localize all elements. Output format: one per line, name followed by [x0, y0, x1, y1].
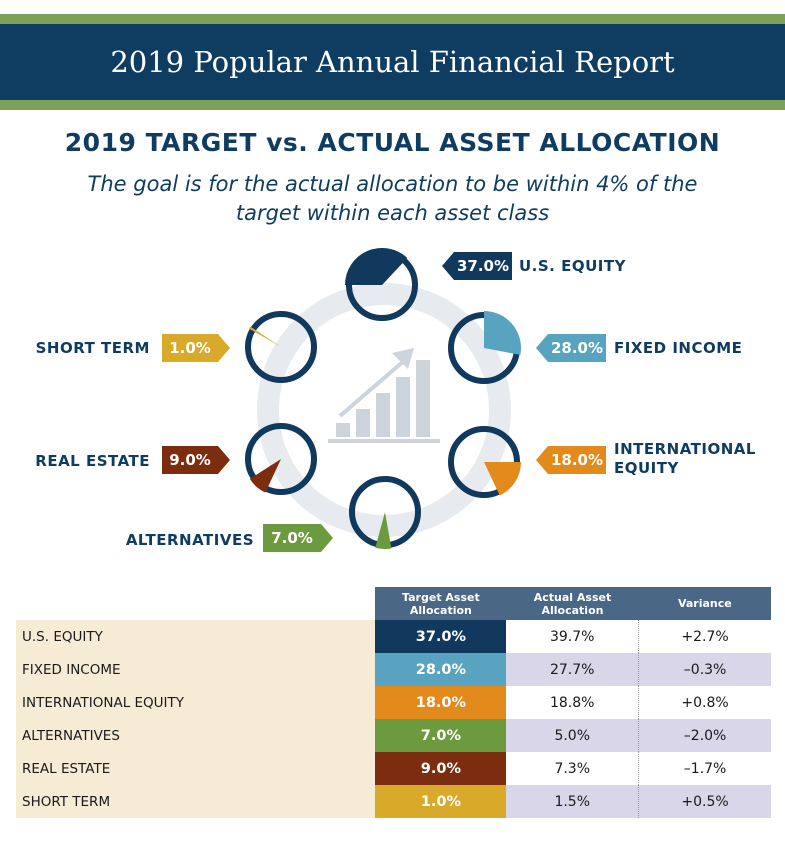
value-label: 1.0% [169, 339, 211, 357]
value-label: 28.0% [551, 339, 603, 357]
chart-marks: 37.0% U.S. EQUITY 28.0% FIXED INCOME 18.0% IN… [35, 248, 756, 552]
value-tag [536, 334, 606, 362]
row-variance: +0.8% [638, 686, 771, 719]
ring-4 [245, 423, 317, 495]
row-name: INTERNATIONAL EQUITY [16, 686, 376, 719]
value-label: 7.0% [271, 529, 313, 547]
table-header-variance: Variance [638, 587, 771, 620]
bottom-accent-bar [0, 100, 785, 110]
value-tag [162, 334, 230, 362]
table-header-target: Target Asset Allocation [375, 587, 507, 620]
chart-title: 2019 TARGET vs. ACTUAL ASSET ALLOCATION [64, 128, 721, 157]
value-tag [536, 446, 606, 474]
slice-alternatives [375, 512, 392, 549]
row-variance: +0.5% [638, 785, 771, 818]
table-row: SHORT TERM 1.0% 1.5% +0.5% [16, 785, 771, 818]
table-row: U.S. EQUITY 37.0% 39.7% +2.7% [16, 620, 771, 653]
table-row: ALTERNATIVES 7.0% 5.0% –2.0% [16, 719, 771, 752]
category-label: ALTERNATIVES [126, 531, 254, 549]
row-name: REAL ESTATE [16, 752, 376, 785]
value-label: 9.0% [169, 451, 211, 469]
row-variance: +2.7% [638, 620, 771, 653]
growth-chart-icon [328, 348, 440, 443]
row-target: 7.0% [375, 719, 507, 752]
category-label: SHORT TERM [36, 339, 150, 357]
slice-international-equity [484, 462, 522, 496]
slice-u-s-equity [345, 248, 408, 285]
row-name: FIXED INCOME [16, 653, 376, 686]
category-label: FIXED INCOME [614, 339, 742, 357]
value-label: 18.0% [551, 451, 603, 469]
row-variance: –1.7% [638, 752, 771, 785]
table-row: FIXED INCOME 28.0% 27.7% –0.3% [16, 653, 771, 686]
report-header: 2019 Popular Annual Financial Report [0, 24, 785, 100]
row-target: 9.0% [375, 752, 507, 785]
slice-real-estate [249, 459, 281, 493]
slice-fixed-income [484, 311, 521, 355]
allocation-table: Target Asset Allocation Actual Asset All… [16, 587, 771, 818]
category-label: U.S. EQUITY [519, 257, 627, 275]
report-title: 2019 Popular Annual Financial Report [110, 45, 675, 79]
top-accent-bar [0, 14, 785, 24]
value-label: 37.0% [457, 257, 509, 275]
chart-subtitle: The goal is for the actual allocation to… [40, 170, 745, 228]
table-header-row: Target Asset Allocation Actual Asset All… [16, 587, 771, 620]
table-header-actual: Actual Asset Allocation [506, 587, 639, 620]
value-tag [442, 252, 512, 280]
row-target: 1.0% [375, 785, 507, 818]
row-target: 18.0% [375, 686, 507, 719]
table-row: INTERNATIONAL EQUITY 18.0% 18.8% +0.8% [16, 686, 771, 719]
subtitle-line-2: target within each asset class [235, 201, 550, 225]
row-actual: 18.8% [506, 686, 640, 719]
row-name: ALTERNATIVES [16, 719, 376, 752]
row-actual: 5.0% [506, 719, 640, 752]
ring-5 [245, 311, 317, 383]
table-row: REAL ESTATE 9.0% 7.3% –1.7% [16, 752, 771, 785]
row-variance: –2.0% [638, 719, 771, 752]
value-tag [162, 446, 230, 474]
allocation-chart: 37.0% U.S. EQUITY 28.0% FIXED INCOME 18.0% IN… [35, 248, 756, 552]
row-target: 37.0% [375, 620, 507, 653]
category-label: EQUITY [614, 459, 679, 477]
row-variance: –0.3% [638, 653, 771, 686]
row-actual: 27.7% [506, 653, 640, 686]
category-label: REAL ESTATE [35, 452, 150, 470]
subtitle-line-1: The goal is for the actual allocation to… [87, 172, 698, 196]
row-actual: 1.5% [506, 785, 640, 818]
category-label: INTERNATIONAL [614, 440, 756, 458]
row-name: U.S. EQUITY [16, 620, 376, 653]
row-actual: 7.3% [506, 752, 640, 785]
row-actual: 39.7% [506, 620, 640, 653]
row-target: 28.0% [375, 653, 507, 686]
table-header-blank [16, 587, 375, 620]
slice-short-term [248, 326, 281, 347]
row-name: SHORT TERM [16, 785, 376, 818]
value-tag [263, 524, 333, 552]
